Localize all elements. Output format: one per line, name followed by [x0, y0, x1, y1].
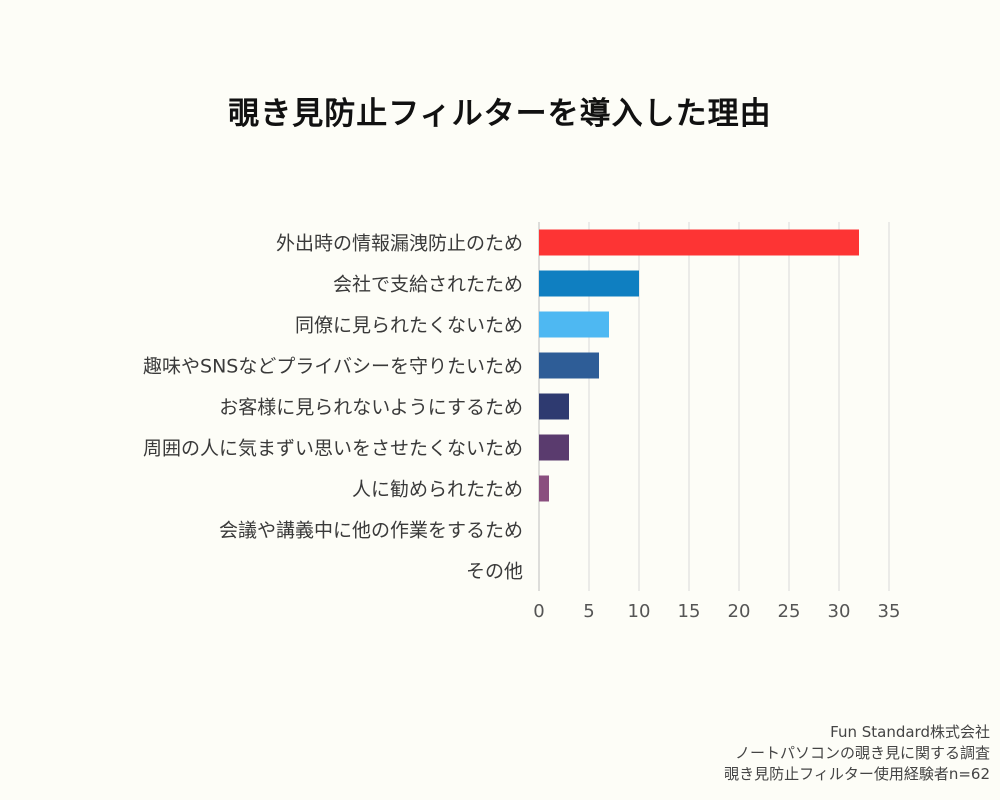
category-labels: 外出時の情報漏洩防止のため会社で支給されたため同僚に見られたくないため趣味やSN… [143, 233, 523, 583]
category-label: 会議や講義中に他の作業をするため [219, 520, 523, 542]
x-tick-label: 30 [828, 601, 851, 622]
chart-title: 覗き見防止フィルターを導入した理由 [228, 96, 772, 132]
source-sample: 覗き見防止フィルター使用経験者n=62 [724, 765, 990, 783]
category-label: 趣味やSNSなどプライバシーを守りたいため [143, 356, 523, 378]
category-label: 人に勧められたため [352, 479, 523, 501]
x-tick-label: 15 [678, 601, 701, 622]
x-tick-label: 25 [778, 601, 801, 622]
x-tick-label: 10 [628, 601, 651, 622]
category-label: 周囲の人に気まずい思いをさせたくないため [143, 438, 523, 460]
bar [539, 393, 569, 420]
bars [539, 229, 859, 502]
source-company: Fun Standard株式会社 [830, 723, 990, 741]
bar [539, 229, 859, 256]
x-tick-label: 0 [533, 601, 544, 622]
source-note: Fun Standard株式会社 ノートパソコンの覗き見に関する調査 覗き見防止… [490, 722, 990, 785]
category-label: お客様に見られないようにするため [219, 397, 523, 419]
x-tick-label: 5 [583, 601, 594, 622]
source-survey: ノートパソコンの覗き見に関する調査 [734, 744, 990, 762]
bar [539, 311, 609, 338]
category-label: 同僚に見られたくないため [295, 315, 523, 337]
x-tick-label: 20 [728, 601, 751, 622]
category-label: 会社で支給されたため [333, 274, 523, 296]
bar [539, 270, 639, 297]
x-tick-label: 35 [878, 601, 901, 622]
bar [539, 352, 599, 379]
category-label: その他 [466, 561, 523, 583]
category-label: 外出時の情報漏洩防止のため [276, 233, 523, 255]
x-tick-labels: 0 5 10 15 20 25 30 35 [533, 601, 900, 622]
bar [539, 475, 549, 502]
bar [539, 434, 569, 461]
